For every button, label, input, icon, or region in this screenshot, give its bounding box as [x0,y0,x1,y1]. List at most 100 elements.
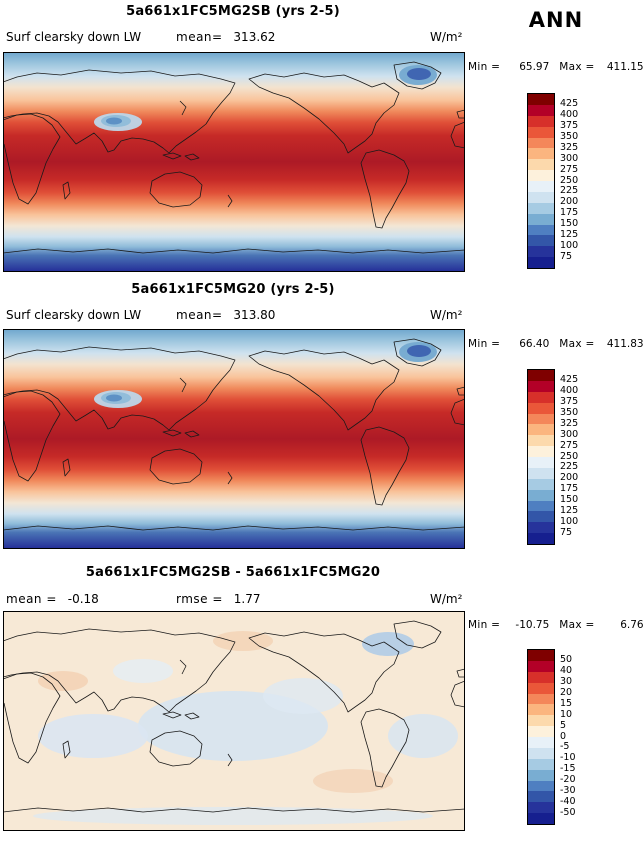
colorbar-cell [528,370,554,381]
colorbar-cell [528,704,554,716]
panel1-map [2,52,466,272]
colorbar-tick-label: 400 [560,109,579,121]
colorbar-tick-label: 375 [560,120,579,132]
panel3-meta-row: mean = -0.18 rmse = 1.77 W/m² [0,592,466,610]
colorbar-cell [528,802,554,814]
panel1-max-value: 411.15 [606,61,644,73]
colorbar-cell [528,682,554,694]
colorbar-tick-label: 400 [560,385,579,397]
colorbar-tick-label: 30 [560,676,573,688]
colorbar-bar [527,649,555,825]
colorbar-tick-label: 300 [560,428,579,440]
panel1-meta-row: Surf clearsky down LW mean= 313.62 W/m² [0,30,466,48]
panel3-min-value: -10.75 [515,619,550,631]
colorbar-cell [528,94,554,105]
colorbar-tick-label: 150 [560,218,579,229]
colorbar-cell [528,446,554,457]
colorbar-cell [528,769,554,781]
panel3-max-label: Max = [559,619,595,631]
colorbar-tick-label: 125 [560,228,579,240]
colorbar-cell [528,478,554,490]
colorbar-cell [528,104,554,116]
panel1-variable-label: Surf clearsky down LW [6,30,142,44]
panel2-variable-label: Surf clearsky down LW [6,308,142,322]
colorbar-tick-label: 350 [560,131,579,142]
colorbar-cell [528,126,554,138]
colorbar-bar [527,369,555,545]
colorbar-cell [528,435,554,447]
panel1-min-label: Min = [468,61,501,73]
colorbar-tick-label: 75 [560,526,573,538]
colorbar-tick-label: 175 [560,207,579,219]
panel1-colorbar: 425 400 375 350 325 300 275 250 225 200 175 150 125 1… [527,93,637,269]
colorbar-cell [528,747,554,759]
colorbar-cell [528,457,554,468]
colorbar-cell [528,715,554,727]
colorbar-tick-label: 325 [560,417,579,429]
colorbar-tick-label: -15 [560,763,576,775]
panel2-mean: mean= 313.80 [176,308,275,322]
panel2-minmax: Min = 66.40 Max = 411.83 [468,338,644,350]
panel1-minmax: Min = 65.97 Max = 411.15 [468,61,644,73]
colorbar-tick-label: 100 [560,515,579,527]
colorbar-tick-label: 325 [560,141,579,153]
colorbar-cell [528,257,554,268]
panel2-min-value: 66.40 [519,338,550,350]
colorbar-cell [528,159,554,171]
panel1-units-label: W/m² [430,30,463,44]
panel2-units-label: W/m² [430,308,463,322]
panel3-title: 5a661x1FC5MG2SB - 5a661x1FC5MG20 [85,565,381,580]
colorbar-tick-label: 40 [560,665,573,677]
colorbar-tick-label: 425 [560,374,579,386]
panel3-rmse-label: rmse = [176,592,223,606]
colorbar-cell [528,522,554,534]
colorbar-cell [528,413,554,425]
panel1-mean: mean= 313.62 [176,30,275,44]
panel3-minmax: Min = -10.75 Max = 6.76 [468,619,644,631]
colorbar-bar [527,93,555,269]
colorbar-cell [528,137,554,149]
panel2-mean-label: mean= [176,308,223,322]
colorbar-tick-label: 75 [560,250,573,262]
panel3-rmse-value: 1.77 [233,592,261,606]
colorbar-cell [528,191,554,203]
colorbar-cell [528,813,554,824]
colorbar-cell [528,213,554,225]
panel2-meta-row: Surf clearsky down LW mean= 313.80 W/m² [0,308,466,326]
colorbar-cell [528,737,554,748]
panel3-min-label: Min = [468,619,501,631]
world-map-svg [2,52,466,272]
panel2-title: 5a661x1FC5MG20 (yrs 2-5) [131,282,335,297]
panel1-max-label: Max = [559,61,595,73]
panel3-map [2,611,466,831]
colorbar-tick-label: -40 [560,795,576,807]
colorbar-tick-label: 425 [560,98,579,110]
colorbar-tick-label: 275 [560,163,579,175]
colorbar-cell [528,511,554,523]
colorbar-tick-label: -20 [560,774,576,785]
panel2-max-label: Max = [559,338,595,350]
colorbar-tick-label: 225 [560,185,579,197]
colorbar-tick-label: 375 [560,396,579,408]
colorbar-cell [528,489,554,501]
panel2-colorbar: 425 400 375 350 325 300 275 250 225 200 175 150 125 1… [527,369,637,545]
colorbar-cell [528,693,554,705]
panel2-mean-value: 313.80 [233,308,276,322]
colorbar-cell [528,181,554,192]
colorbar-cell [528,758,554,770]
panel3-rmse: rmse = 1.77 [176,592,260,606]
colorbar-cell [528,533,554,544]
panel1-mean-value: 313.62 [233,30,276,44]
colorbar-tick-label: 150 [560,494,579,505]
panel3-mean-value: -0.18 [67,592,99,606]
colorbar-cell [528,246,554,258]
colorbar-cell [528,380,554,392]
colorbar-tick-label: 200 [560,196,579,208]
colorbar-tick-label: 200 [560,472,579,484]
colorbar-tick-label: 100 [560,239,579,251]
colorbar-tick-label: 175 [560,483,579,495]
colorbar-tick-label: 250 [560,450,579,462]
colorbar-cell [528,671,554,683]
colorbar-tick-label: 250 [560,174,579,186]
colorbar-tick-label: 275 [560,439,579,451]
